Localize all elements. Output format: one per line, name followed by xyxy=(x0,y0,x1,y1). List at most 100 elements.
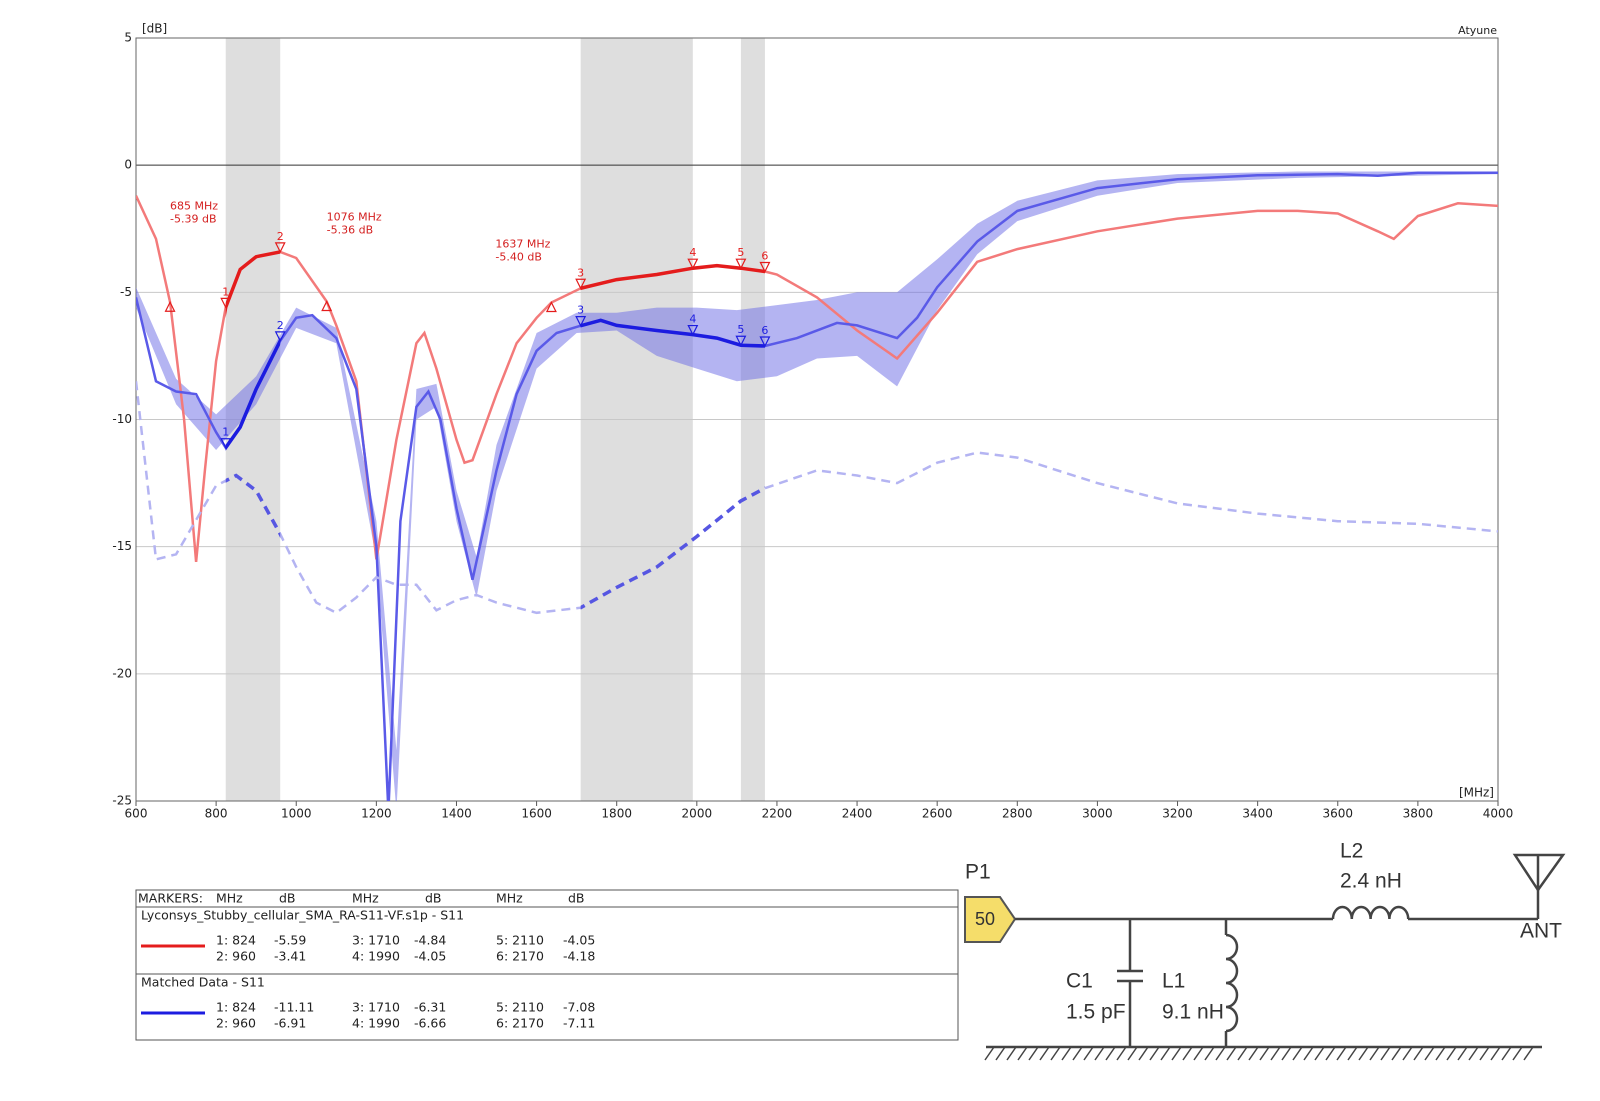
marker-label: 4 xyxy=(689,313,696,326)
table-cell: 5: 2110 xyxy=(496,1000,544,1015)
table-cell: -6.66 xyxy=(414,1016,446,1031)
circuit: P1 50 L2 2.4 nH ANT C1 1.5 pF L1 9.1 nH xyxy=(964,840,1566,1061)
x-tick-label: 2200 xyxy=(762,807,793,821)
y-tick-label: -20 xyxy=(112,666,132,680)
marker-label: 4 xyxy=(689,246,696,259)
y-tick-label: -15 xyxy=(112,539,132,553)
marker-triangle xyxy=(274,331,286,343)
y-tick-label: -25 xyxy=(112,794,132,808)
inductor-l2 xyxy=(1331,905,1410,920)
table-cell: -4.18 xyxy=(563,949,595,964)
x-tick-label: 1800 xyxy=(601,807,632,821)
x-tick-label: 3600 xyxy=(1322,807,1353,821)
annotation-text: -5.40 dB xyxy=(495,251,542,264)
table-header: dB xyxy=(279,891,296,906)
marker-label: 6 xyxy=(761,249,768,262)
port-symbol xyxy=(964,896,1017,943)
table-cell: -4.05 xyxy=(563,933,595,948)
c1-name: C1 xyxy=(1066,970,1093,993)
l2-value: 2.4 nH xyxy=(1340,870,1402,893)
marker-triangle xyxy=(687,324,699,336)
l1-value: 9.1 nH xyxy=(1162,1001,1224,1024)
table-border xyxy=(135,889,959,1041)
table-cell: 3: 1710 xyxy=(352,1000,400,1015)
table-cell: 4: 1990 xyxy=(352,949,400,964)
annotation-triangle xyxy=(164,300,176,312)
x-unit: [MHz] xyxy=(1459,786,1494,800)
x-tick-label: 800 xyxy=(205,807,228,821)
marker-label: 6 xyxy=(761,324,768,337)
table-header: MHz xyxy=(216,891,243,906)
marker-label: 3 xyxy=(577,266,584,279)
table-cell: 1: 824 xyxy=(216,1000,256,1015)
marker-label: 2 xyxy=(277,230,284,243)
x-tick-label: 1400 xyxy=(441,807,472,821)
marker-label: 1 xyxy=(222,285,229,298)
marker-triangle xyxy=(687,258,699,270)
x-tick-label: 1600 xyxy=(521,807,552,821)
plot-border xyxy=(135,37,1499,802)
marker-triangle xyxy=(759,336,771,348)
marker-triangle xyxy=(575,278,587,290)
annotation-triangle xyxy=(321,300,333,312)
x-tick-label: 1000 xyxy=(281,807,312,821)
x-tick-label: 2600 xyxy=(922,807,953,821)
x-tick-label: 2400 xyxy=(842,807,873,821)
table-cell: -6.31 xyxy=(414,1000,446,1015)
annotation-text: 1637 MHz xyxy=(495,238,550,251)
table-cell: 2: 960 xyxy=(216,949,256,964)
inductor-l1 xyxy=(1225,933,1239,1033)
marker-label: 3 xyxy=(577,304,584,317)
antenna-symbol xyxy=(1512,853,1566,893)
annotation-triangle xyxy=(545,301,557,313)
table-cell: 6: 2170 xyxy=(496,1016,544,1031)
y-tick-label: 5 xyxy=(124,31,132,45)
table-header: MHz xyxy=(352,891,379,906)
port-value: 50 xyxy=(975,909,995,929)
annotation-text: -5.36 dB xyxy=(327,223,374,236)
annotation-text: 685 MHz xyxy=(170,199,218,212)
antenna-label: ANT xyxy=(1520,920,1562,943)
y-tick-label: -5 xyxy=(120,285,132,299)
table-cell: 2: 960 xyxy=(216,1016,256,1031)
x-tick-label: 2800 xyxy=(1002,807,1033,821)
marker-triangle xyxy=(274,242,286,254)
marker-triangle xyxy=(759,261,771,273)
x-tick-label: 3800 xyxy=(1403,807,1434,821)
table-cell: -7.11 xyxy=(563,1016,595,1031)
table-cell: 6: 2170 xyxy=(496,949,544,964)
table-cell: -6.91 xyxy=(274,1016,306,1031)
table-cell: 5: 2110 xyxy=(496,933,544,948)
marker-label: 2 xyxy=(277,319,284,332)
marker-triangle xyxy=(735,258,747,270)
y-tick-label: -10 xyxy=(112,412,132,426)
table-header: MHz xyxy=(496,891,523,906)
marker-triangle xyxy=(220,438,232,450)
marker-table: MARKERS: MHz dB MHz dB MHz dB Lyconsys_Stubby_c… xyxy=(135,889,959,1041)
x-tick-label: 3400 xyxy=(1242,807,1273,821)
annotation-text: -5.39 dB xyxy=(170,212,217,225)
marker-label: 5 xyxy=(737,246,744,259)
marker-triangle xyxy=(735,335,747,347)
annotation-text: 1076 MHz xyxy=(327,210,382,223)
table-cell: -11.11 xyxy=(274,1000,314,1015)
table-cell: -5.59 xyxy=(274,933,306,948)
corner-label: Atyune xyxy=(1458,24,1497,37)
c1-value: 1.5 pF xyxy=(1066,1001,1126,1024)
table-cell: -3.41 xyxy=(274,949,306,964)
port-label: P1 xyxy=(965,861,991,884)
table-group-name: Lyconsys_Stubby_cellular_SMA_RA-S11-VF.s… xyxy=(141,908,464,923)
table-cell: -4.84 xyxy=(414,933,446,948)
table-cell: 1: 824 xyxy=(216,933,256,948)
series-layer xyxy=(136,171,1498,801)
table-cell: -7.08 xyxy=(563,1000,595,1015)
x-tick-label: 1200 xyxy=(361,807,392,821)
table-header: dB xyxy=(425,891,442,906)
x-tick-label: 3200 xyxy=(1162,807,1193,821)
ground-hatch xyxy=(984,1046,1534,1061)
table-header: MARKERS: xyxy=(138,891,203,906)
x-tick-label: 2000 xyxy=(682,807,713,821)
table-cell: 3: 1710 xyxy=(352,933,400,948)
